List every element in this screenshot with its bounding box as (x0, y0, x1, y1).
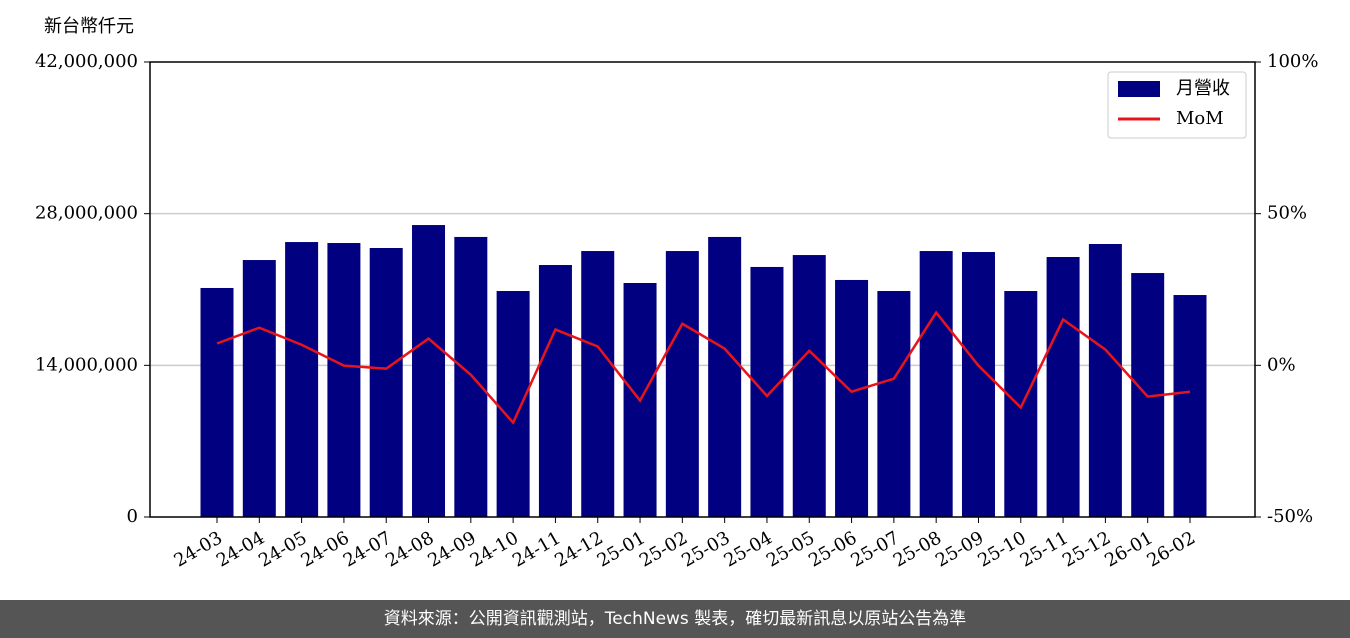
bar (496, 291, 530, 517)
y-tick-label: 0 (127, 506, 138, 527)
y-tick-label: 42,000,000 (35, 51, 138, 72)
y-tick-label: 14,000,000 (35, 354, 138, 375)
y2-tick-label: 0% (1267, 354, 1296, 375)
bar (835, 279, 869, 517)
legend-swatch (1118, 81, 1160, 97)
legend: 月營收 MoM (1107, 71, 1247, 139)
bar (665, 251, 699, 517)
bar (1088, 244, 1122, 517)
bar (1173, 295, 1207, 517)
bar (581, 251, 615, 517)
y-axis-label: 新台幣仟元 (44, 16, 134, 37)
legend-label: MoM (1176, 108, 1224, 129)
bar (412, 225, 446, 517)
bar (285, 242, 319, 518)
y2-tick-label: 100% (1267, 51, 1318, 72)
bar (242, 260, 276, 517)
bar (1046, 257, 1080, 517)
bar (750, 266, 784, 517)
bar (792, 255, 826, 518)
bar (877, 291, 911, 517)
bar (1004, 291, 1038, 517)
bar (454, 236, 488, 518)
bar (327, 243, 361, 517)
bar (708, 236, 742, 518)
y-tick-label: 28,000,000 (35, 203, 138, 224)
bar (369, 248, 403, 517)
plot-frame (149, 61, 1256, 518)
bar (961, 252, 995, 517)
line (216, 310, 1191, 425)
legend-label: 月營收 (1176, 78, 1230, 99)
x-tick-label: 26-02 (1144, 527, 1199, 571)
chart: 新台幣仟元 0 14,000,000 28,000,000 42,000,000 -50… (35, 16, 1319, 572)
bar (538, 265, 572, 517)
y2-tick-label: 50% (1267, 203, 1307, 224)
footer: 資料來源：公開資訊觀測站，TechNews 製表，確切最新訊息以原站公告為準 (0, 600, 1350, 638)
y2-tick-label: -50% (1267, 506, 1313, 527)
bar (200, 287, 234, 517)
bar (919, 251, 953, 517)
